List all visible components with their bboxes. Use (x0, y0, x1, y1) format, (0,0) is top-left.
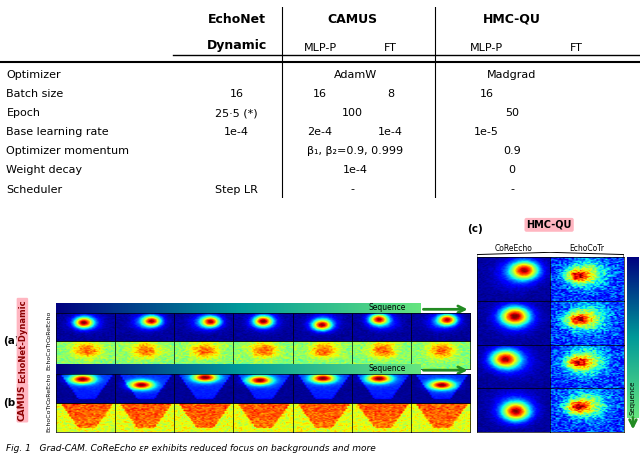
Text: 0: 0 (509, 166, 515, 176)
Text: 1e-4: 1e-4 (378, 127, 403, 137)
Text: -: - (350, 185, 354, 195)
Text: EchoCoTr: EchoCoTr (46, 340, 51, 369)
Text: 2e-4: 2e-4 (307, 127, 333, 137)
Text: FT: FT (570, 43, 582, 53)
Text: 16: 16 (313, 89, 327, 99)
Text: 16: 16 (479, 89, 493, 99)
Text: -: - (510, 185, 514, 195)
Text: HMC-QU: HMC-QU (483, 13, 541, 25)
Text: Optimizer: Optimizer (6, 70, 61, 80)
Text: CAMUS: CAMUS (18, 384, 27, 421)
Text: 1e-5: 1e-5 (474, 127, 499, 137)
Text: Dynamic: Dynamic (207, 39, 267, 52)
Text: 25·5 (*): 25·5 (*) (216, 108, 258, 118)
Text: Sequence: Sequence (630, 380, 636, 415)
Text: Sequence: Sequence (369, 364, 406, 373)
Text: (a): (a) (3, 336, 20, 346)
Text: 100: 100 (342, 108, 362, 118)
Text: Madgrad: Madgrad (487, 70, 537, 80)
Text: MLP-P: MLP-P (470, 43, 503, 53)
Text: Weight decay: Weight decay (6, 166, 83, 176)
Text: 8: 8 (387, 89, 394, 99)
Text: EchoCoTr: EchoCoTr (46, 403, 51, 432)
Text: 0.9: 0.9 (503, 147, 521, 157)
Text: Scheduler: Scheduler (6, 185, 63, 195)
Text: β₁, β₂=0.9, 0.999: β₁, β₂=0.9, 0.999 (307, 147, 403, 157)
Text: HMC-QU: HMC-QU (527, 220, 572, 230)
Text: 1e-4: 1e-4 (224, 127, 250, 137)
Text: Epoch: Epoch (6, 108, 40, 118)
Text: AdamW: AdamW (333, 70, 377, 80)
Text: 50: 50 (505, 108, 519, 118)
Text: 16: 16 (230, 89, 244, 99)
Text: Fig. 1   Grad-CAM. CoReEcho εᴘ exhibits reduced focus on backgrounds and more: Fig. 1 Grad-CAM. CoReEcho εᴘ exhibits re… (6, 444, 376, 453)
Text: MLP-P: MLP-P (303, 43, 337, 53)
Text: (c): (c) (467, 224, 483, 234)
Text: CAMUS: CAMUS (327, 13, 377, 25)
Text: Base learning rate: Base learning rate (6, 127, 109, 137)
Text: Sequence: Sequence (369, 303, 406, 312)
Text: EchoNet-Dynamic: EchoNet-Dynamic (18, 299, 27, 383)
Text: Batch size: Batch size (6, 89, 63, 99)
Text: EchoNet: EchoNet (208, 13, 266, 25)
Text: CoReEcho: CoReEcho (495, 244, 532, 253)
Text: CoReEcho: CoReEcho (46, 373, 51, 404)
Text: CoReEcho: CoReEcho (46, 311, 51, 343)
Text: 1e-4: 1e-4 (342, 166, 368, 176)
Text: (b): (b) (3, 398, 20, 408)
Text: EchoCoTr: EchoCoTr (570, 244, 605, 253)
Text: Optimizer momentum: Optimizer momentum (6, 147, 129, 157)
Text: FT: FT (384, 43, 397, 53)
Text: Step LR: Step LR (216, 185, 258, 195)
